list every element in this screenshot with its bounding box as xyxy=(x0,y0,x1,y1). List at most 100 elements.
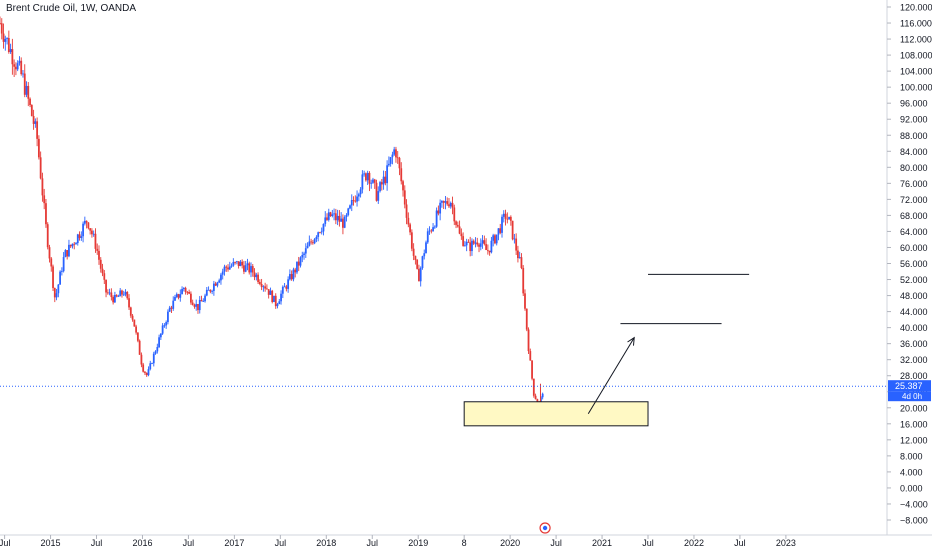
x-tick-label: Jul xyxy=(367,538,379,548)
candle-up xyxy=(255,274,258,278)
x-tick-label: Jul xyxy=(91,538,103,548)
candle-up xyxy=(80,236,83,238)
x-tick-label: Jul xyxy=(275,538,287,548)
candle-up xyxy=(232,262,235,266)
candle-up xyxy=(71,243,74,247)
candle-down xyxy=(407,217,410,225)
candle-up xyxy=(269,290,272,295)
candle-down xyxy=(486,249,489,251)
candle-up xyxy=(163,325,166,327)
candle-up xyxy=(502,213,505,217)
candle-down xyxy=(414,255,417,260)
candle-up xyxy=(216,282,219,286)
candle-down xyxy=(129,307,132,316)
candle-up xyxy=(218,280,221,283)
candle-down xyxy=(69,244,72,247)
candle-up xyxy=(287,279,290,289)
candle-up xyxy=(211,290,214,292)
candle-up xyxy=(497,228,500,235)
y-tick-label: 64.000 xyxy=(900,227,928,237)
candle-up xyxy=(465,241,468,246)
candle-up xyxy=(228,266,231,270)
candle-up xyxy=(428,230,431,232)
candle-down xyxy=(39,157,42,179)
y-tick-label: 80.000 xyxy=(900,163,928,173)
candle-down xyxy=(32,116,35,124)
candle-down xyxy=(209,289,212,292)
candle-down xyxy=(41,178,44,196)
candle-down xyxy=(191,302,194,306)
y-tick-label: 32.000 xyxy=(900,355,928,365)
candle-down xyxy=(170,307,173,309)
event-marker-dot xyxy=(542,525,548,531)
candle-up xyxy=(331,214,334,217)
candle-down xyxy=(260,284,263,287)
candle-up xyxy=(4,38,7,42)
candle-up xyxy=(474,242,477,244)
candle-up xyxy=(151,363,153,365)
candle-down xyxy=(27,85,30,99)
candle-down xyxy=(515,238,518,251)
candle-up xyxy=(6,38,8,39)
candle-down xyxy=(144,371,146,373)
candle-up xyxy=(386,165,389,184)
candle-down xyxy=(527,329,530,352)
candle-down xyxy=(20,60,23,75)
y-tick-label: 76.000 xyxy=(900,179,928,189)
candle-up xyxy=(220,274,222,281)
candle-down xyxy=(338,215,341,222)
candle-up xyxy=(372,179,374,183)
candle-up xyxy=(60,271,63,272)
candle-up xyxy=(324,217,327,224)
candle-up xyxy=(292,269,295,280)
candle-up xyxy=(340,218,343,222)
candle-up xyxy=(370,182,373,184)
candle-up xyxy=(55,293,58,298)
candle-up xyxy=(161,325,164,334)
candle-down xyxy=(105,279,107,293)
candle-down xyxy=(126,291,129,299)
x-tick-label: Jul xyxy=(734,538,746,548)
x-tick-label: Jul xyxy=(642,538,654,548)
candle-down xyxy=(368,172,371,184)
candle-up xyxy=(306,245,309,249)
candle-up xyxy=(64,250,67,258)
candle-up xyxy=(444,201,447,203)
candle-down xyxy=(135,326,138,333)
candle-up xyxy=(423,253,426,257)
candle-down xyxy=(485,244,488,250)
candle-down xyxy=(458,226,461,234)
candle-up xyxy=(490,240,493,253)
candle-up xyxy=(18,60,21,64)
candle-up xyxy=(317,232,320,237)
candle-down xyxy=(504,213,507,219)
candle-down xyxy=(373,179,376,183)
candle-up xyxy=(377,191,380,201)
candle-down xyxy=(469,242,472,252)
candle-down xyxy=(396,157,399,159)
candle-down xyxy=(266,288,268,290)
candle-up xyxy=(518,257,521,259)
candle-up xyxy=(379,182,381,192)
candle-down xyxy=(184,287,187,293)
candle-down xyxy=(402,181,404,191)
candle-up xyxy=(117,296,120,298)
candle-down xyxy=(462,236,465,246)
candle-down xyxy=(342,218,344,228)
candle-up xyxy=(152,353,155,364)
candle-down xyxy=(446,201,449,205)
x-tick-label: 2021 xyxy=(592,538,612,548)
candle-down xyxy=(237,261,240,267)
candle-down xyxy=(73,243,76,245)
candle-up xyxy=(278,301,281,305)
y-tick-label: −4.000 xyxy=(900,499,928,509)
candle-down xyxy=(106,292,109,294)
candle-up xyxy=(195,303,198,307)
candle-down xyxy=(53,287,56,298)
candle-down xyxy=(36,121,39,139)
candle-up xyxy=(172,300,175,309)
candle-down xyxy=(85,220,88,223)
y-tick-label: 0.000 xyxy=(900,483,923,493)
candle-down xyxy=(138,340,141,355)
